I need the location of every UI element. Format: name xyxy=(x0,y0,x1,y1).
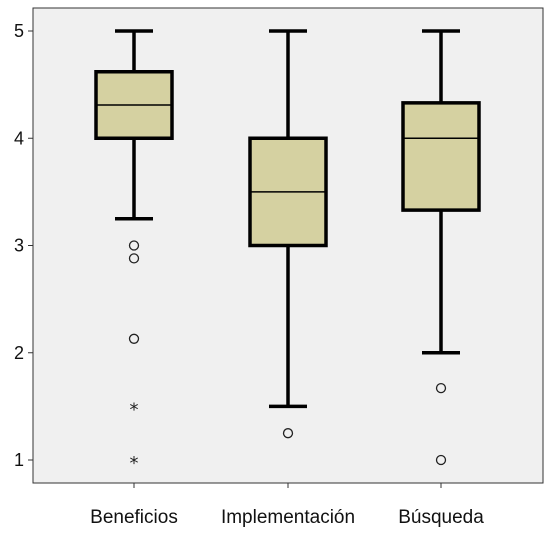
box-group: ** xyxy=(94,29,174,474)
y-axis: 1 2 3 4 5 xyxy=(14,21,33,470)
outlier-point xyxy=(435,454,447,466)
outlier-point xyxy=(128,240,140,251)
y-tick-label: 3 xyxy=(14,236,24,256)
y-tick-label: 1 xyxy=(14,450,24,470)
outlier-point xyxy=(128,253,140,264)
iqr-box xyxy=(401,101,481,212)
outlier-point xyxy=(128,333,140,344)
y-tick-label: 2 xyxy=(14,343,24,363)
boxes-layer: ** xyxy=(94,29,481,474)
x-tick-label: Implementación xyxy=(221,507,355,528)
extreme-point: * xyxy=(130,453,139,474)
outlier-point xyxy=(435,382,447,394)
extreme-point: * xyxy=(130,399,139,420)
y-tick-label: 5 xyxy=(14,21,24,41)
box-group xyxy=(401,29,481,466)
outlier-point xyxy=(282,428,294,439)
x-tick-label: Búsqueda xyxy=(398,507,484,528)
y-tick-label: 4 xyxy=(14,128,24,148)
x-tick-label: Beneficios xyxy=(90,507,178,528)
x-axis: Beneficios Implementación Búsqueda xyxy=(90,483,484,528)
box-group xyxy=(248,29,328,439)
